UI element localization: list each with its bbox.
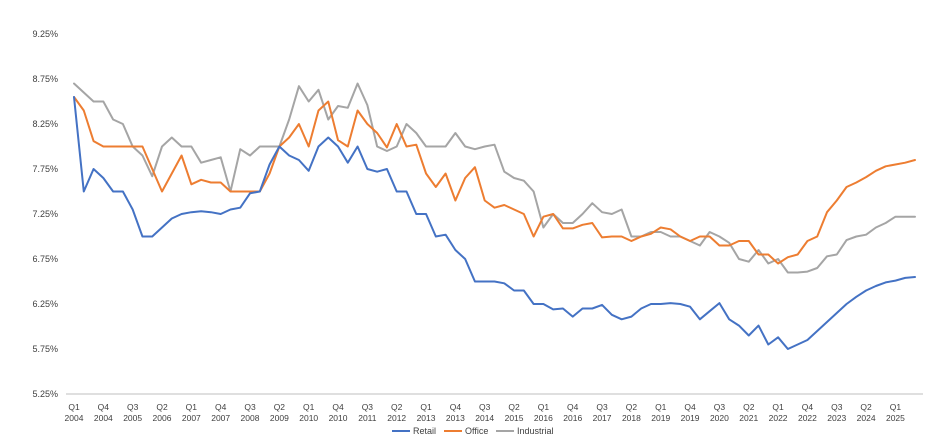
y-tick-label: 5.75% [32,344,58,354]
x-tick-year: 2014 [475,413,494,423]
y-tick-label: 7.25% [32,209,58,219]
x-tick-year: 2022 [769,413,788,423]
x-tick-year: 2017 [593,413,612,423]
legend-label-retail: Retail [413,426,436,436]
x-tick-year: 2025 [886,413,905,423]
x-tick-year: 2011 [358,413,377,423]
y-tick-label: 8.25% [32,119,58,129]
x-tick-year: 2023 [827,413,846,423]
x-tick-year: 2010 [299,413,318,423]
x-tick-quarter: Q4 [567,402,579,412]
x-tick-year: 2016 [563,413,582,423]
x-tick-quarter: Q2 [274,402,286,412]
y-tick-label: 6.75% [32,254,58,264]
x-tick-quarter: Q3 [479,402,491,412]
x-tick-quarter: Q2 [156,402,168,412]
series-line-retail [73,96,916,350]
x-tick-year: 2004 [65,413,84,423]
x-tick-year: 2013 [446,413,465,423]
x-tick-quarter: Q2 [391,402,403,412]
x-axis-ticks: Q12004Q42004Q32005Q22006Q12007Q42007Q320… [65,402,906,423]
y-tick-label: 7.75% [32,164,58,174]
x-tick-quarter: Q1 [538,402,550,412]
legend: Retail Office Industrial [392,426,554,436]
x-tick-year: 2007 [182,413,201,423]
legend-label-office: Office [465,426,488,436]
x-tick-quarter: Q2 [508,402,520,412]
x-tick-quarter: Q3 [831,402,843,412]
x-tick-quarter: Q1 [890,402,902,412]
y-tick-label: 6.25% [32,299,58,309]
x-tick-quarter: Q2 [743,402,755,412]
x-tick-quarter: Q4 [450,402,462,412]
x-tick-year: 2006 [153,413,172,423]
x-tick-quarter: Q2 [626,402,638,412]
x-tick-year: 2020 [710,413,729,423]
x-tick-year: 2010 [329,413,348,423]
x-tick-year: 2021 [739,413,758,423]
x-tick-year: 2008 [241,413,260,423]
series-line-industrial [73,82,916,274]
y-axis-ticks: 5.25% 5.75% 6.25% 6.75% 7.25% 7.75% 8.25% 8.75%… [32,29,58,399]
x-tick-quarter: Q3 [596,402,608,412]
x-tick-quarter: Q4 [684,402,696,412]
x-tick-quarter: Q3 [244,402,256,412]
y-tick-label: 9.25% [32,29,58,39]
x-tick-year: 2005 [123,413,142,423]
x-tick-quarter: Q1 [772,402,784,412]
x-tick-year: 2009 [270,413,289,423]
x-tick-quarter: Q2 [860,402,872,412]
x-tick-quarter: Q1 [420,402,432,412]
x-tick-year: 2007 [211,413,230,423]
y-tick-label: 8.75% [32,74,58,84]
x-tick-quarter: Q1 [68,402,80,412]
series-line-office [73,96,916,265]
x-tick-quarter: Q4 [332,402,344,412]
x-tick-quarter: Q1 [186,402,198,412]
x-tick-quarter: Q4 [215,402,227,412]
x-tick-quarter: Q3 [127,402,139,412]
y-tick-label: 5.25% [32,389,58,399]
x-tick-year: 2024 [857,413,876,423]
x-tick-quarter: Q4 [98,402,110,412]
x-tick-quarter: Q1 [303,402,315,412]
x-tick-year: 2012 [387,413,406,423]
series-lines [73,82,916,350]
x-tick-year: 2018 [622,413,641,423]
x-tick-year: 2015 [505,413,524,423]
x-tick-year: 2013 [417,413,436,423]
x-tick-quarter: Q3 [362,402,374,412]
x-tick-quarter: Q1 [655,402,667,412]
x-tick-year: 2016 [534,413,553,423]
x-tick-year: 2019 [651,413,670,423]
x-tick-year: 2019 [681,413,700,423]
x-tick-quarter: Q3 [714,402,726,412]
x-tick-year: 2004 [94,413,113,423]
legend-label-industrial: Industrial [517,426,554,436]
x-tick-year: 2022 [798,413,817,423]
x-tick-quarter: Q4 [802,402,814,412]
